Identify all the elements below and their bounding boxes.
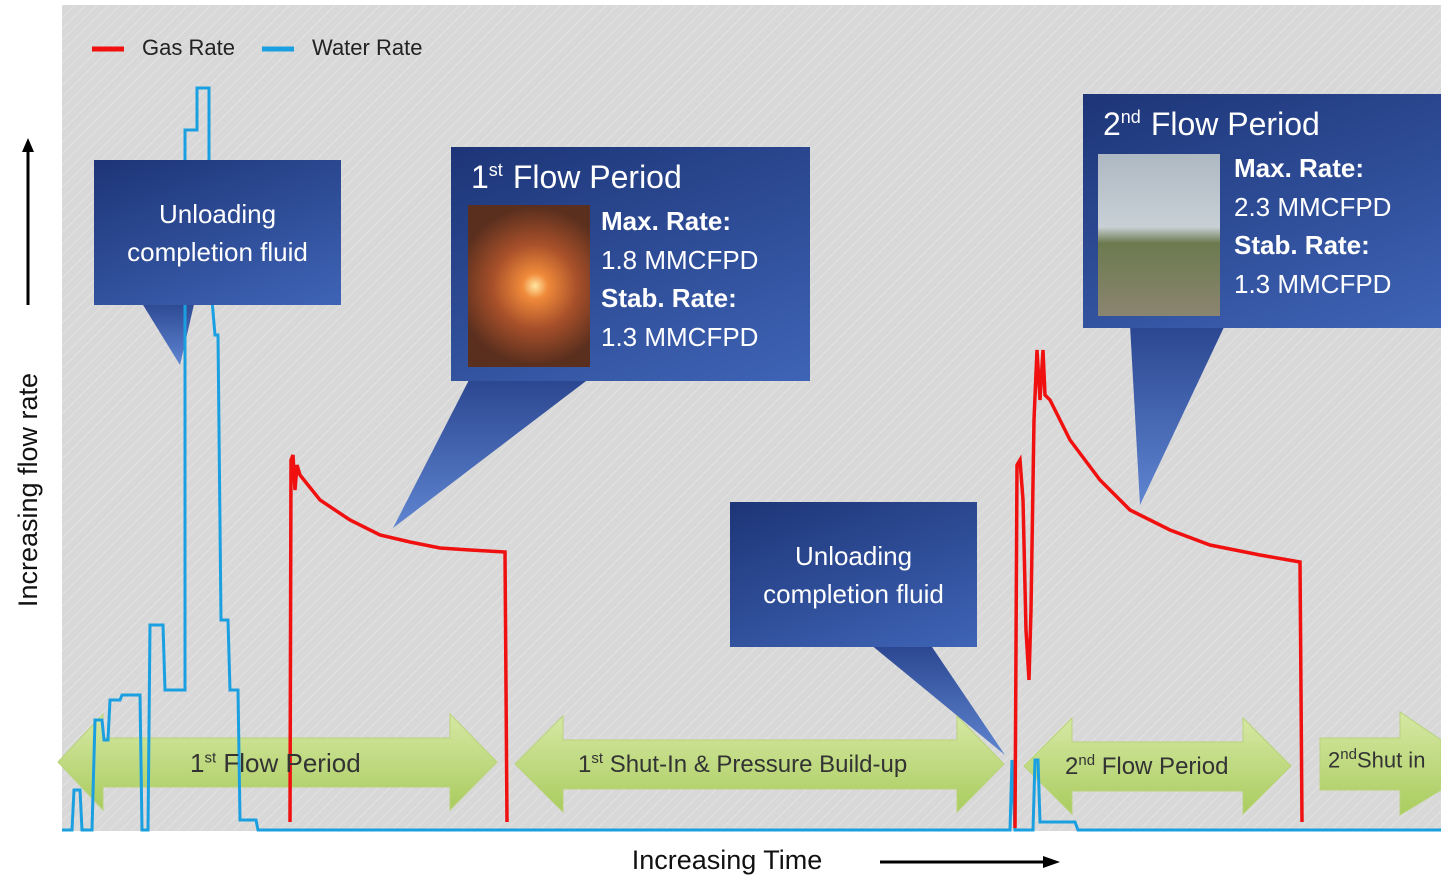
period-label: 2ndShut in bbox=[1328, 746, 1425, 773]
line: 1.3 MMCFPD bbox=[601, 321, 759, 352]
callout-title: 2nd Flow Period bbox=[1103, 106, 1320, 143]
callout-lines: Max. Rate: 2.3 MMCFPD Stab. Rate: 1.3 MMCFP… bbox=[1234, 149, 1391, 303]
photo bbox=[468, 205, 590, 367]
ordinal-suffix: st bbox=[204, 749, 217, 767]
ordinal-suffix: nd bbox=[1340, 746, 1357, 763]
callout: 1st Flow Period Max. Rate: 1.8 MMCFPD Stab.… bbox=[451, 147, 810, 381]
period-label: 2nd Flow Period bbox=[1065, 752, 1228, 781]
photo bbox=[1098, 154, 1220, 316]
period-arrows bbox=[57, 711, 1441, 816]
ordinal-suffix: st bbox=[591, 750, 604, 767]
callout-title: 1st Flow Period bbox=[471, 159, 682, 196]
x-axis-label: Increasing Time bbox=[632, 845, 823, 875]
gas-rate-curve bbox=[288, 349, 1304, 829]
legend-label: Gas Rate bbox=[142, 35, 235, 60]
ordinal-suffix: st bbox=[488, 160, 503, 181]
ordinal: 1 bbox=[578, 751, 592, 778]
line: Max. Rate: bbox=[601, 206, 732, 236]
period-label: 1st Flow Period bbox=[190, 748, 361, 779]
line: 2.3 MMCFPD bbox=[1234, 191, 1392, 222]
callout: Unloading completion fluid bbox=[94, 160, 341, 305]
x-arrow-head bbox=[1043, 856, 1060, 868]
callout: 2nd Flow Period Max. Rate: 2.3 MMCFPD Stab.… bbox=[1083, 94, 1441, 328]
period-text: Shut in bbox=[1356, 747, 1426, 773]
ordinal: 1 bbox=[471, 159, 489, 195]
period-label: 1st Shut-In & Pressure Build-up bbox=[578, 750, 907, 779]
title-text: Flow Period bbox=[1150, 106, 1320, 142]
period-text: Flow Period bbox=[223, 748, 361, 778]
legend-label: Water Rate bbox=[312, 35, 422, 60]
callout-lines: Max. Rate: 1.8 MMCFPD Stab. Rate: 1.3 MMCFP… bbox=[601, 202, 758, 356]
line: Stab. Rate: bbox=[601, 283, 737, 313]
line: 1.8 MMCFPD bbox=[601, 244, 759, 275]
line: Stab. Rate: bbox=[1234, 230, 1370, 260]
y-arrow-head bbox=[22, 138, 34, 152]
ordinal: 2 bbox=[1065, 753, 1079, 780]
line: Max. Rate: bbox=[1234, 153, 1365, 183]
period-text: Shut-In & Pressure Build-up bbox=[609, 751, 908, 778]
ordinal: 1 bbox=[190, 748, 205, 778]
ordinal-suffix: nd bbox=[1078, 752, 1096, 769]
period-text: Flow Period bbox=[1101, 753, 1229, 780]
ordinal: 2 bbox=[1103, 106, 1121, 142]
y-axis-label: Increasing flow rate bbox=[13, 373, 43, 607]
ordinal-suffix: nd bbox=[1120, 107, 1141, 128]
ordinal: 2 bbox=[1328, 747, 1341, 773]
line: 1.3 MMCFPD bbox=[1234, 268, 1392, 299]
title-text: Flow Period bbox=[512, 159, 682, 195]
callout: Unloading completion fluid bbox=[730, 502, 977, 647]
callout-tails bbox=[140, 300, 1225, 755]
